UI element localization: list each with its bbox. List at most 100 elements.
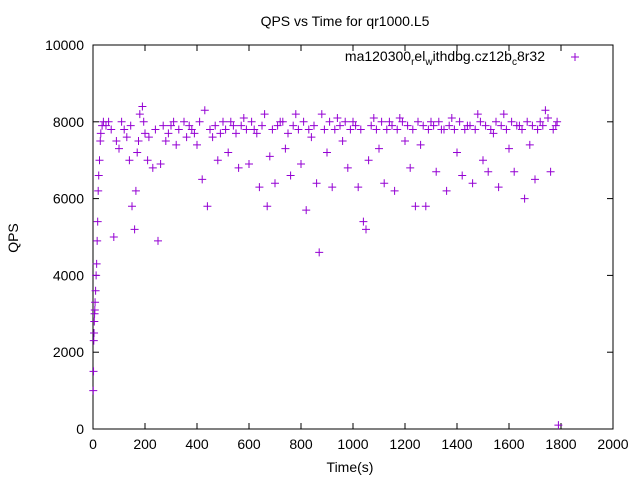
x-tick-label: 1400: [441, 436, 472, 452]
data-point: [546, 167, 555, 176]
data-point: [89, 336, 98, 345]
data-point: [125, 156, 134, 165]
data-point: [367, 121, 376, 130]
data-point: [481, 121, 490, 130]
data-point: [317, 110, 326, 119]
data-point: [323, 148, 331, 157]
data-point: [320, 125, 329, 134]
data-point: [211, 121, 220, 130]
data-point: [466, 121, 474, 130]
data-point: [281, 144, 290, 153]
data-point: [406, 163, 415, 172]
data-point: [315, 248, 324, 257]
data-point: [139, 117, 148, 126]
data-point: [442, 186, 451, 195]
data-point: [505, 144, 513, 153]
data-point: [299, 117, 308, 126]
data-point: [492, 117, 500, 126]
data-point: [164, 129, 173, 138]
data-point: [450, 125, 459, 134]
chart-title: QPS vs Time for qr1000.L5: [261, 13, 430, 29]
data-point: [252, 129, 261, 138]
data-point: [541, 106, 550, 115]
data-point: [131, 186, 140, 195]
data-point: [538, 121, 547, 130]
data-point: [265, 152, 274, 161]
data-point: [479, 156, 487, 165]
data-point: [473, 110, 482, 119]
data-point: [291, 110, 300, 119]
data-point: [92, 259, 101, 268]
data-point: [237, 121, 246, 130]
data-point: [141, 129, 149, 138]
data-point: [130, 225, 139, 234]
data-point: [221, 125, 230, 134]
data-point: [414, 117, 422, 126]
data-point: [182, 133, 191, 142]
legend-entry-label: ma120300relwithdbg.cz12bc8r32: [345, 48, 545, 68]
data-point: [144, 133, 153, 142]
data-point: [268, 125, 277, 134]
data-point: [507, 117, 516, 126]
x-axis-ticks: 0 200 400 600 800 1000 1200 1400 1600 1800 2000: [89, 45, 629, 452]
data-point: [138, 102, 147, 111]
data-point: [94, 186, 103, 195]
data-point: [200, 106, 209, 115]
data-point: [398, 117, 407, 126]
data-point: [89, 386, 98, 395]
y-tick-label: 4000: [53, 267, 84, 283]
data-point: [455, 117, 464, 126]
data-point: [172, 140, 181, 149]
data-point: [203, 202, 212, 211]
data-point: [185, 121, 194, 130]
data-point: [341, 117, 350, 126]
data-point: [90, 329, 99, 337]
x-tick-label: 800: [289, 436, 313, 452]
data-point: [94, 171, 103, 180]
data-point: [356, 125, 365, 134]
data-point: [346, 125, 355, 134]
series-points: [89, 102, 563, 430]
data-point: [499, 110, 508, 119]
data-point: [122, 133, 131, 142]
data-point: [232, 129, 240, 138]
data-point: [369, 113, 378, 122]
data-point: [134, 137, 143, 145]
data-point: [549, 125, 558, 134]
data-point: [143, 156, 152, 165]
data-point: [213, 156, 222, 165]
y-tick-label: 8000: [53, 114, 84, 130]
legend-plus-marker: [571, 53, 579, 61]
data-point: [411, 202, 420, 211]
data-point: [260, 110, 269, 119]
data-point: [216, 129, 225, 138]
data-point: [372, 125, 381, 134]
data-point: [156, 160, 165, 169]
data-point: [104, 117, 113, 126]
data-point: [271, 179, 279, 188]
data-point: [190, 129, 199, 138]
data-point: [174, 125, 183, 134]
data-point: [112, 137, 121, 145]
data-point: [375, 144, 383, 153]
data-point: [523, 117, 532, 126]
data-point: [330, 125, 339, 134]
data-point: [90, 305, 99, 314]
data-point: [484, 167, 493, 176]
data-point: [362, 225, 370, 234]
data-point: [95, 156, 104, 165]
data-point: [302, 206, 311, 215]
data-point: [255, 183, 264, 192]
data-point: [364, 156, 373, 165]
data-point: [554, 421, 563, 430]
y-axis-ticks: 0 2000 4000 6000 8000 10000: [45, 37, 613, 437]
y-tick-label: 2000: [53, 344, 84, 360]
data-point: [245, 160, 253, 169]
data-point: [388, 121, 396, 130]
data-point: [273, 121, 282, 130]
x-tick-label: 400: [185, 436, 209, 452]
data-point: [408, 125, 417, 134]
data-point: [226, 117, 235, 126]
x-axis-label: Time(s): [327, 459, 374, 475]
